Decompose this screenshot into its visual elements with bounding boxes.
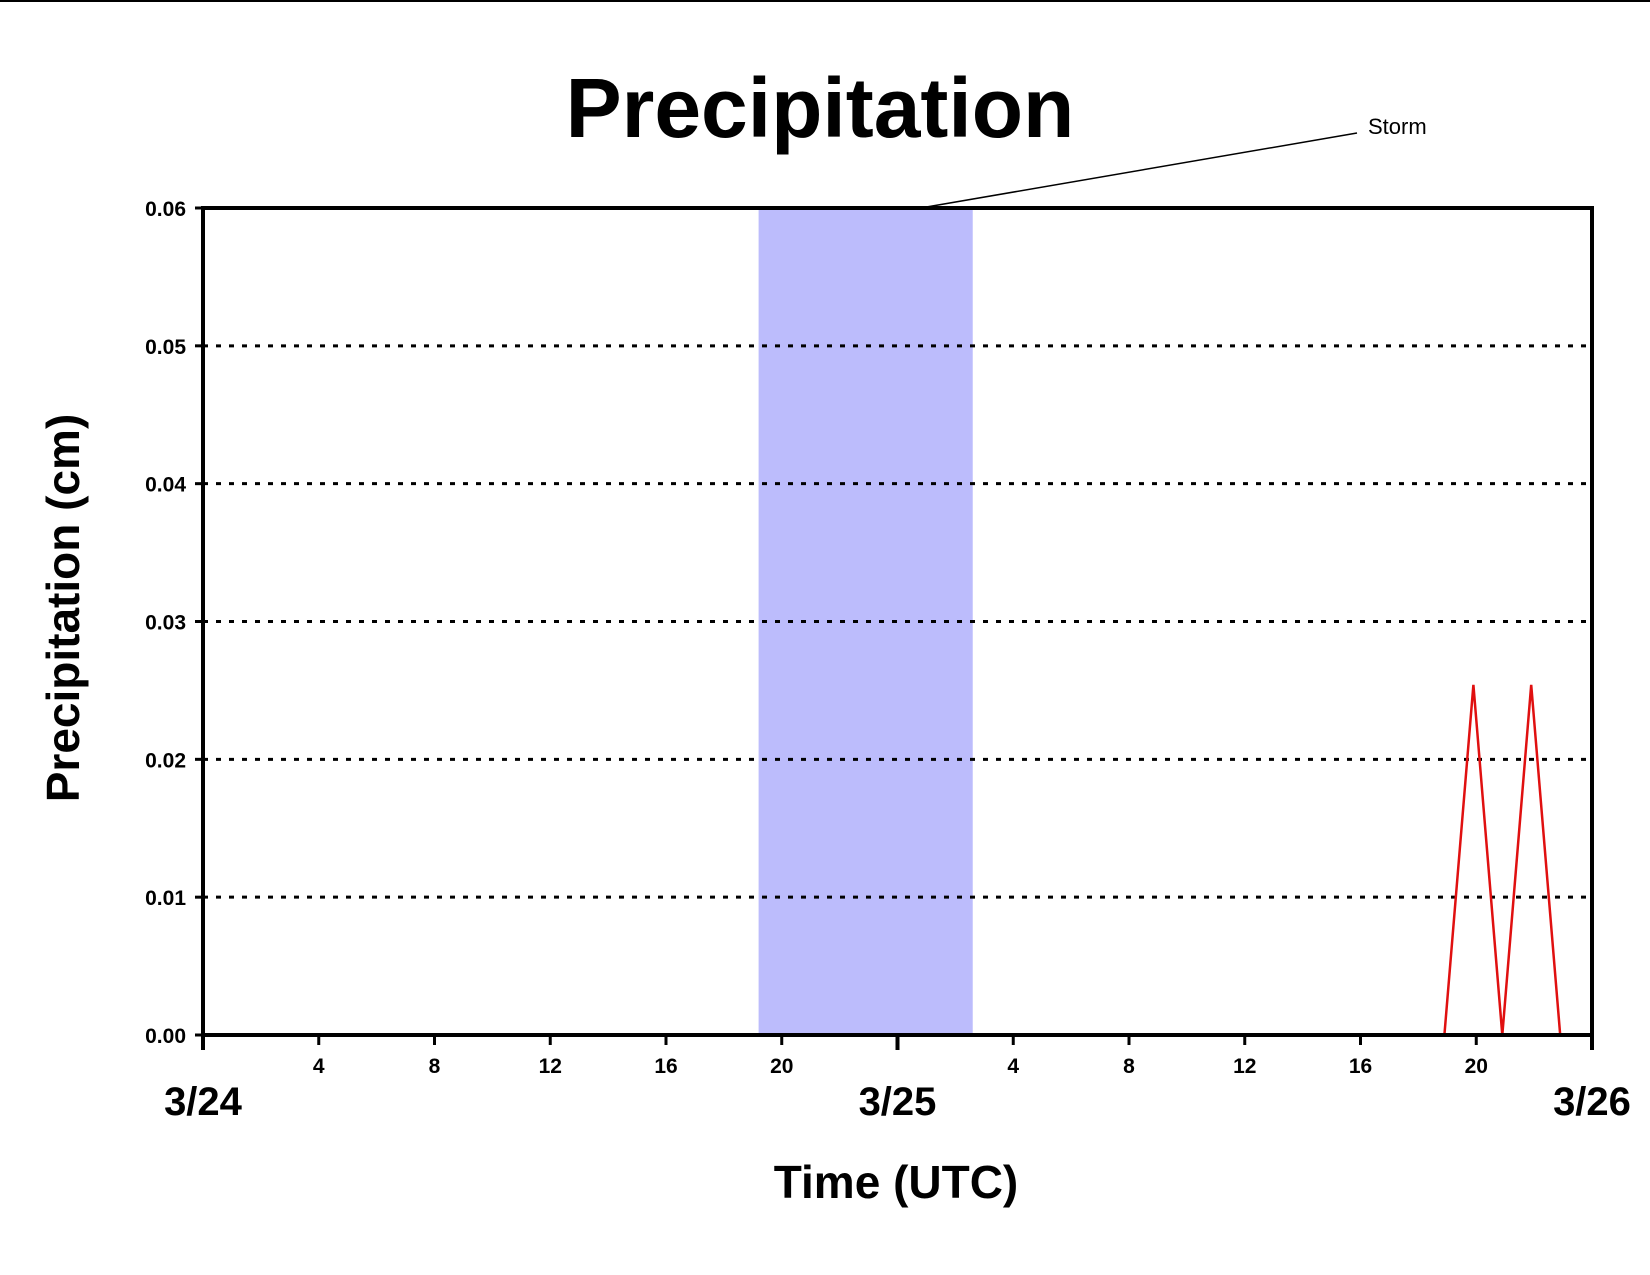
y-tick-label: 0.01 [145, 887, 186, 910]
x-tick-label: 4 [313, 1055, 325, 1078]
x-tick-label: 16 [654, 1055, 677, 1078]
y-axis-layer: 0.00 0.01 0.02 0.03 0.04 0.05 0.06 [145, 198, 203, 1048]
x-axis-label: Time (UTC) [774, 1156, 1019, 1208]
annotation-layer: Storm [920, 114, 1427, 209]
x-day-label: 3/25 [859, 1080, 937, 1124]
y-tick-label: 0.00 [145, 1025, 186, 1048]
x-tick-label: 16 [1349, 1055, 1372, 1078]
storm-annotation-leader [920, 132, 1358, 209]
x-day-label: 3/24 [164, 1080, 243, 1124]
y-tick-label: 0.06 [145, 198, 186, 221]
x-tick-label: 12 [539, 1055, 562, 1078]
chart-title: Precipitation [566, 61, 1075, 155]
y-tick-label: 0.05 [145, 336, 186, 359]
y-tick-label: 0.03 [145, 612, 186, 635]
x-axis-layer: 4 8 12 16 20 4 8 12 16 20 3/24 3/25 3/26 [164, 1035, 1631, 1124]
y-tick-label: 0.04 [145, 474, 186, 497]
x-day-label: 3/26 [1553, 1080, 1631, 1124]
gridlines-layer [203, 344, 1592, 899]
storm-annotation-label: Storm [1368, 114, 1427, 139]
x-tick-label: 8 [1123, 1055, 1135, 1078]
y-axis-label: Precipitation (cm) [37, 414, 89, 803]
y-tick-label: 0.02 [145, 749, 186, 772]
x-tick-label: 12 [1233, 1055, 1256, 1078]
x-tick-label: 20 [1465, 1055, 1488, 1078]
x-tick-label: 8 [429, 1055, 441, 1078]
storm-shaded-region-layer [758, 208, 973, 1035]
x-tick-label: 4 [1007, 1055, 1019, 1078]
storm-shaded-region [758, 208, 973, 1035]
top-border-rule [0, 0, 1650, 2]
x-tick-label: 20 [770, 1055, 793, 1078]
